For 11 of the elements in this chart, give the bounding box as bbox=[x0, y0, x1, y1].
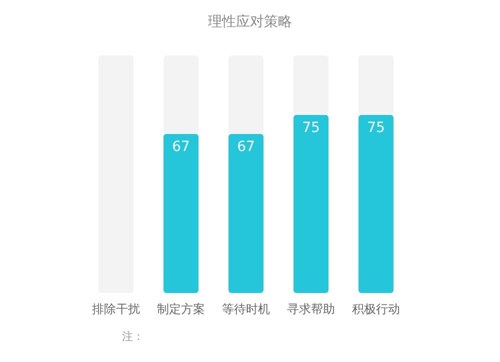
x-tick-label: 等待时机 bbox=[222, 302, 270, 316]
x-tick-label: 排除干扰 bbox=[92, 302, 140, 316]
data-label: 75 bbox=[367, 120, 385, 136]
data-label: 67 bbox=[172, 138, 190, 155]
data-label: 75 bbox=[302, 120, 320, 136]
x-tick-label: 制定方案 bbox=[157, 302, 205, 316]
x-tick-label: 积极行动 bbox=[352, 302, 400, 316]
data-label: 67 bbox=[237, 138, 255, 155]
chart-title: 理性应对策略 bbox=[208, 14, 292, 30]
x-tick-label: 寻求帮助 bbox=[287, 302, 335, 316]
text: 注： bbox=[122, 330, 144, 343]
